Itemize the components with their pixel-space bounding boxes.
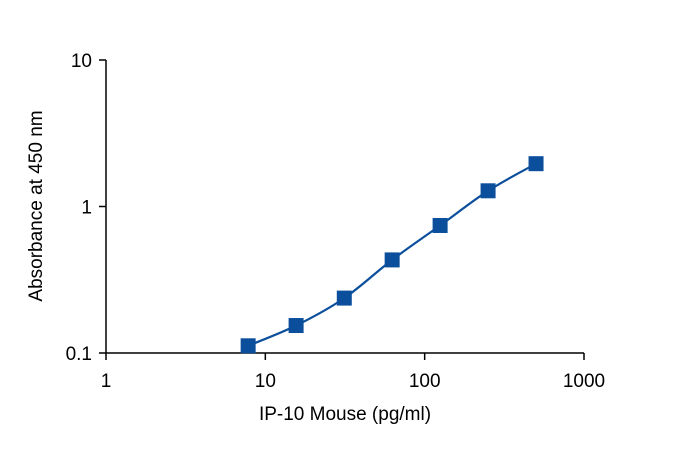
x-tick-label: 100 [409, 371, 441, 392]
y-tick-label: 1 [81, 198, 92, 219]
y-tick-label: 10 [71, 51, 92, 72]
data-points [240, 156, 544, 354]
axes [105, 60, 584, 354]
data-point-marker [432, 217, 448, 233]
tick-labels: 1 10 100 1000 0.1 1 10 [66, 51, 606, 392]
data-point-marker [336, 290, 352, 306]
y-axis-title: Absorbance at 450 nm [26, 110, 47, 301]
data-point-marker [240, 338, 256, 354]
data-point-marker [288, 318, 304, 334]
y-tick-label: 0.1 [66, 344, 92, 365]
data-point-marker [384, 252, 400, 268]
data-point-marker [480, 183, 496, 199]
ticks [99, 59, 585, 360]
data-point-marker [528, 156, 544, 172]
x-tick-label: 1000 [563, 371, 605, 392]
x-tick-label: 1 [101, 371, 112, 392]
x-tick-label: 10 [255, 371, 276, 392]
x-axis-title: IP-10 Mouse (pg/ml) [259, 404, 431, 425]
